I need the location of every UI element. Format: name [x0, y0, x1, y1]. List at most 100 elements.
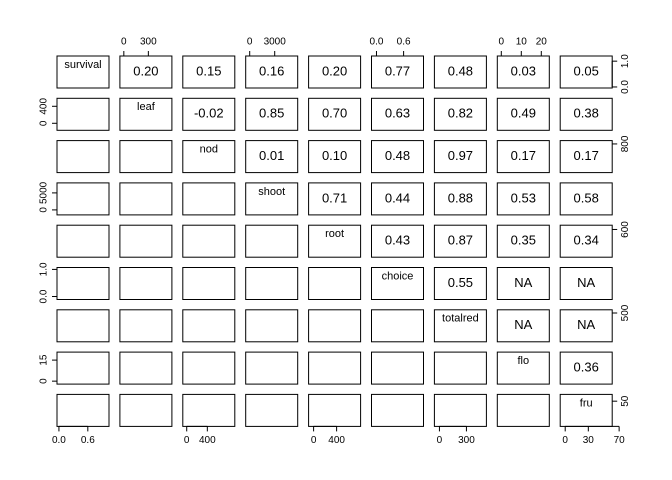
panel	[371, 351, 424, 385]
panel	[371, 224, 424, 258]
variable-label: fru	[580, 397, 593, 409]
y-tick-label: 800	[620, 135, 631, 152]
variable-label: nod	[200, 144, 218, 156]
correlation-label: 0.01	[259, 148, 284, 163]
panel	[433, 351, 487, 385]
x-tick-label: 400	[199, 435, 216, 446]
panel	[182, 393, 236, 427]
panel	[433, 182, 487, 216]
x-tick-label: 0	[247, 37, 253, 48]
panel	[559, 309, 613, 343]
panel	[308, 55, 362, 89]
x-tick-label: 0.6	[397, 37, 411, 48]
correlation-label: 0.97	[448, 148, 473, 163]
panel	[56, 182, 110, 216]
correlation-label: 0.03	[511, 63, 536, 78]
panel	[433, 97, 487, 131]
panel	[496, 97, 550, 131]
correlation-label: 0.53	[511, 190, 536, 205]
panel	[119, 97, 173, 131]
y-tick-label: 0	[39, 120, 50, 126]
correlation-label: 0.36	[574, 360, 599, 375]
y-tick-label: 50	[620, 395, 631, 407]
x-tick-label: 0.6	[81, 435, 95, 446]
x-tick-label: 0.0	[52, 435, 66, 446]
x-tick-label: 0.0	[370, 37, 384, 48]
panel	[308, 393, 362, 427]
panel	[245, 97, 299, 131]
panel	[496, 393, 550, 427]
panel	[119, 182, 173, 216]
panel	[56, 309, 110, 343]
correlation-label: NA	[577, 275, 595, 290]
x-tick-label: 400	[328, 435, 345, 446]
panel	[559, 97, 613, 131]
y-tick-label: 0	[39, 378, 50, 384]
panel	[119, 309, 173, 343]
panel	[559, 140, 613, 174]
panel	[119, 351, 173, 385]
panel	[496, 309, 550, 343]
panel	[496, 140, 550, 174]
panel	[245, 182, 299, 216]
panel	[245, 393, 299, 427]
panel	[559, 182, 613, 216]
panel	[182, 140, 236, 174]
panel	[308, 224, 362, 258]
panel	[308, 267, 362, 300]
panel	[371, 97, 424, 131]
panel	[182, 267, 236, 300]
panel	[56, 55, 110, 89]
panel	[182, 309, 236, 343]
panel	[371, 309, 424, 343]
correlation-label: NA	[514, 317, 532, 332]
panel	[496, 267, 550, 300]
panel	[308, 97, 362, 131]
variable-label: root	[325, 228, 344, 240]
panel	[371, 393, 424, 427]
correlation-label: 0.55	[448, 275, 473, 290]
variable-label: shoot	[258, 186, 285, 198]
x-tick-label: 300	[458, 435, 475, 446]
panel	[56, 393, 110, 427]
correlation-label: 0.77	[385, 63, 410, 78]
panel	[182, 224, 236, 258]
panel	[433, 393, 487, 427]
correlation-label: 0.49	[511, 106, 536, 121]
panel	[56, 224, 110, 258]
panel	[245, 140, 299, 174]
correlation-label: 0.20	[322, 63, 347, 78]
panel	[433, 224, 487, 258]
correlation-label: 0.17	[511, 148, 536, 163]
correlation-label: 0.20	[133, 63, 158, 78]
correlation-label: 0.35	[511, 233, 536, 248]
correlation-label: 0.63	[385, 106, 410, 121]
variable-label: flo	[517, 355, 529, 367]
correlation-label: 0.82	[448, 106, 473, 121]
correlation-label: 0.70	[322, 106, 347, 121]
variable-label: leaf	[137, 101, 156, 113]
panel	[308, 182, 362, 216]
panel	[496, 351, 550, 385]
x-tick-label: 3000	[264, 37, 287, 48]
x-tick-label: 0	[562, 435, 568, 446]
x-tick-label: 0	[437, 435, 443, 446]
y-tick-label: 1.0	[620, 54, 631, 68]
panel	[245, 309, 299, 343]
panel	[308, 140, 362, 174]
variable-label: totalred	[442, 313, 479, 325]
correlation-label: NA	[514, 275, 532, 290]
panel	[182, 182, 236, 216]
panel	[119, 224, 173, 258]
panel	[433, 55, 487, 89]
correlation-label: 0.48	[385, 148, 410, 163]
y-tick-label: 5000	[39, 181, 50, 204]
x-tick-label: 300	[140, 37, 157, 48]
panel	[56, 351, 110, 385]
panel	[433, 140, 487, 174]
correlation-label: 0.38	[574, 106, 599, 121]
panel	[371, 267, 424, 300]
panel	[496, 182, 550, 216]
panel	[433, 309, 487, 343]
